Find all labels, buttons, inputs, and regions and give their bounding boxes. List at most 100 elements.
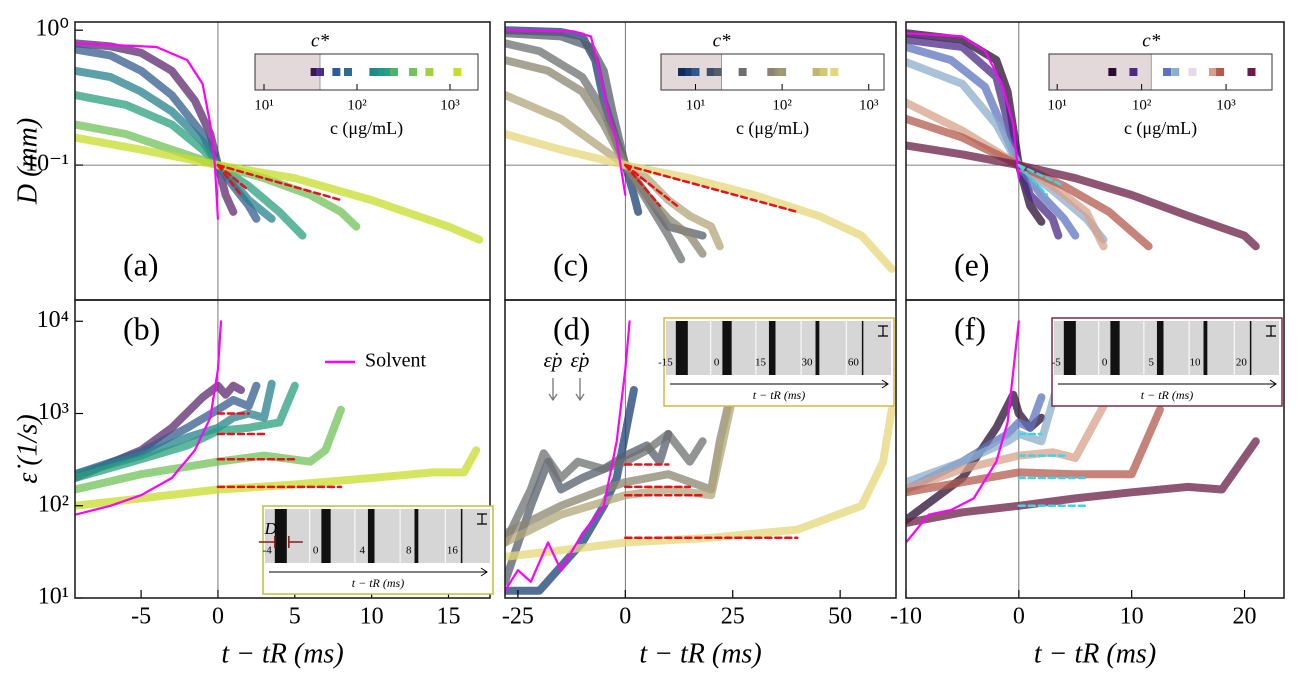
inset-tick-label: 10² xyxy=(1132,97,1152,113)
fit-line xyxy=(216,163,250,192)
frame-time-label: 60 xyxy=(848,357,860,369)
frame-time-label: 0 xyxy=(313,545,319,557)
data-series xyxy=(75,446,481,510)
data-series xyxy=(505,91,724,251)
inset-tick-label: 10² xyxy=(347,97,367,113)
inset-annotation: c* xyxy=(311,30,329,51)
photo-frame xyxy=(445,509,490,563)
scale-bar xyxy=(477,513,487,525)
fit-line xyxy=(216,163,243,197)
filament xyxy=(1156,321,1164,375)
photo-frame xyxy=(1234,321,1279,375)
data-series xyxy=(75,91,307,240)
filament xyxy=(321,509,331,563)
data-series xyxy=(906,437,1260,527)
x-tick-label: 10 xyxy=(1120,604,1144,630)
data-series xyxy=(906,377,1063,487)
filament xyxy=(1249,321,1252,375)
filament xyxy=(1110,321,1120,375)
filament xyxy=(722,321,732,375)
annotation-arrow xyxy=(548,378,558,402)
inset-annotation: c* xyxy=(713,30,731,51)
data-series xyxy=(505,39,686,264)
plot-area xyxy=(505,300,896,598)
concentration-marker xyxy=(819,68,828,76)
concentration-marker xyxy=(713,68,722,76)
plot-area xyxy=(505,22,896,300)
frame-time-label: 20 xyxy=(1236,357,1248,369)
data-series xyxy=(505,386,638,595)
photo-frame xyxy=(1099,321,1144,375)
concentration-marker xyxy=(706,68,715,76)
concentration-marker xyxy=(678,68,687,76)
time-arrow xyxy=(1058,379,1277,389)
filament xyxy=(1063,321,1076,375)
x-axis-label: t − tR (ms) xyxy=(221,638,343,669)
photo-frame xyxy=(355,509,400,563)
photo-frame xyxy=(310,509,355,563)
concentration-marker xyxy=(408,68,417,76)
photo-frame xyxy=(756,321,801,375)
concentration-marker xyxy=(738,68,747,76)
inset-frame xyxy=(660,53,885,91)
fit-line xyxy=(1017,163,1049,197)
frame-time-label: -5 xyxy=(1052,357,1062,369)
x-tick-label: 20 xyxy=(1233,604,1257,630)
filament xyxy=(274,509,287,563)
concentration-marker xyxy=(1163,68,1172,76)
x-tick-label: 5 xyxy=(289,604,301,630)
y-tick-label: 10² xyxy=(38,491,69,517)
concentration-marker xyxy=(384,68,393,76)
inset-frame xyxy=(1048,53,1273,91)
x-axis-label: t − tR (ms) xyxy=(1034,638,1156,669)
data-series xyxy=(906,29,1046,226)
time-arrow xyxy=(269,567,488,577)
x-tick-label: 10 xyxy=(360,604,384,630)
y-tick-label: 10¹ xyxy=(38,584,69,610)
frame-time-label: 5 xyxy=(1148,357,1154,369)
frame-time-label: 15 xyxy=(755,357,767,369)
filament xyxy=(768,321,776,375)
inset-tick-label: 10³ xyxy=(859,97,879,113)
concentration-marker xyxy=(685,68,694,76)
plot-area xyxy=(906,22,1284,300)
concentration-marker xyxy=(1108,68,1117,76)
data-series xyxy=(906,402,1108,494)
inset-x-label: c (μg/mL) xyxy=(736,118,809,139)
solvent-line xyxy=(505,29,627,197)
photo-frame xyxy=(1144,321,1189,375)
dilute-region xyxy=(254,53,321,91)
data-series xyxy=(505,130,896,273)
photo-frame xyxy=(801,321,846,375)
filament xyxy=(460,509,463,563)
data-series xyxy=(75,381,299,482)
photo-x-label: t − tR (ms) xyxy=(753,388,805,402)
frame-time-label: 16 xyxy=(447,545,459,557)
concentration-marker xyxy=(1216,68,1225,76)
x-tick-label: 0 xyxy=(212,604,224,630)
filament xyxy=(1203,321,1208,375)
concentration-marker xyxy=(1247,68,1256,76)
data-series xyxy=(75,66,276,223)
y-axis-label: D (mm) xyxy=(12,118,43,205)
panel-label: (e) xyxy=(954,246,990,282)
axes-frame xyxy=(504,299,897,599)
fit-line xyxy=(624,163,679,207)
diameter-label: D xyxy=(264,519,278,538)
plot-area xyxy=(906,300,1260,598)
concentration-marker xyxy=(778,68,787,76)
frame-time-label: -15 xyxy=(658,357,673,369)
inset-tick-label: 10¹ xyxy=(1047,97,1067,113)
fit-line xyxy=(1017,163,1066,188)
filament xyxy=(414,509,419,563)
time-arrow xyxy=(670,379,889,389)
concentration-marker xyxy=(390,68,399,76)
fit-line xyxy=(624,163,661,207)
filament xyxy=(815,321,820,375)
solvent-line xyxy=(505,320,631,592)
concentration-marker xyxy=(378,68,387,76)
y-tick-label: 10³ xyxy=(38,399,69,425)
concentration-marker xyxy=(310,68,319,76)
concentration-marker xyxy=(1208,68,1217,76)
